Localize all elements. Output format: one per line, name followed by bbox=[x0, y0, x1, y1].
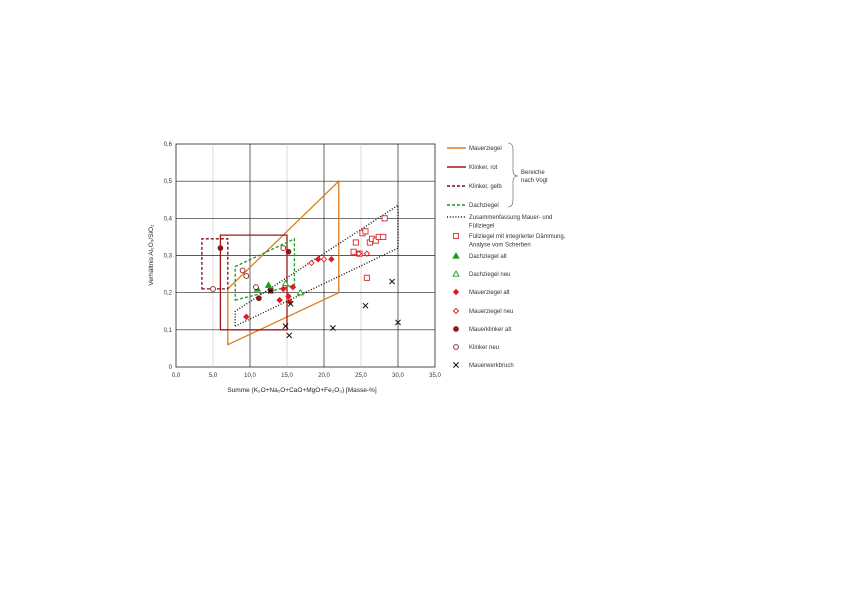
legend-marker-mauerziegel-neu bbox=[452, 307, 460, 315]
data-point-mauerwerkbruch bbox=[389, 278, 396, 285]
legend-label-mauerziegel: Mauerziegel bbox=[469, 146, 502, 152]
legend-label-mauerklinker-alt: Mauerklinker alt bbox=[469, 327, 512, 333]
legend-brace-label: Bereiche nach Vogt bbox=[521, 170, 548, 184]
data-point-f-llziegel-mit-integrierter-d-mmung-analyse-vom-scherben bbox=[380, 233, 387, 240]
data-point-mauerklinker-alt bbox=[217, 245, 224, 251]
data-point-mauerwerkbruch bbox=[395, 319, 401, 326]
legend-marker-mauerziegel-alt bbox=[452, 288, 460, 296]
x-axis-title: Summe (K₂O+Na₂O+CaO+MgO+Fe₂O₃) [Masse-%] bbox=[227, 387, 376, 394]
data-point-klinker-neu bbox=[210, 286, 216, 292]
y-axis-title: Verhältnis Al₂O₃/SiO₂ bbox=[148, 224, 155, 286]
y-tick-label: 0,3 bbox=[164, 254, 173, 260]
data-points bbox=[210, 215, 401, 339]
region-klinker-gelb bbox=[201, 238, 229, 290]
data-point-klinker-neu bbox=[280, 245, 287, 251]
data-point-f-llziegel-mit-integrierter-d-mmung-analyse-vom-scherben bbox=[350, 248, 357, 255]
x-tick-label: 20,0 bbox=[318, 373, 330, 379]
y-tick-label: 0 bbox=[169, 365, 173, 371]
data-point-dachziegel-neu bbox=[296, 288, 304, 296]
legend-label-klinker-gelb: Klinker, gelb bbox=[469, 184, 502, 190]
data-point-klinker-neu bbox=[253, 284, 259, 290]
data-point-mauerklinker-alt bbox=[285, 248, 292, 255]
data-point-mauerziegel-alt bbox=[280, 285, 287, 293]
legend-label-dachziegel-neu: Dachziegel neu bbox=[469, 272, 510, 278]
data-point-mauerziegel-neu bbox=[355, 250, 363, 257]
data-point-mauerklinker-alt bbox=[256, 295, 262, 302]
x-tick-label: 30,0 bbox=[392, 373, 404, 379]
legend-label-zusammenfassung-mauer-und-f-llziegel: Zusammenfassung Mauer- und Füllziegel bbox=[469, 215, 552, 230]
region-mauerziegel bbox=[227, 179, 340, 346]
x-tick-label: 25,0 bbox=[355, 373, 367, 379]
legend: Bereiche nach Vogt Mauerziegel Klinker, r… bbox=[447, 142, 566, 369]
legend-marker-klinker-neu bbox=[453, 344, 459, 350]
data-point-f-llziegel-mit-integrierter-d-mmung-analyse-vom-scherben bbox=[363, 274, 370, 281]
y-tick-label: 0,4 bbox=[164, 216, 173, 222]
legend-marker-mauerwerkbruch bbox=[453, 362, 459, 368]
x-tick-label: 15,0 bbox=[281, 373, 293, 379]
data-point-mauerziegel-alt bbox=[276, 296, 283, 304]
x-tick-label: 5,0 bbox=[209, 373, 218, 379]
grid bbox=[175, 143, 436, 368]
data-point-mauerziegel-alt bbox=[314, 255, 322, 263]
x-tick-label: 10,0 bbox=[244, 373, 256, 379]
x-tick-label: 0,0 bbox=[172, 373, 181, 379]
data-point-dachziegel-alt bbox=[264, 281, 273, 288]
y-tick-label: 0,5 bbox=[164, 179, 173, 185]
legend-label-f-llziegel-mit-integrierter-d-mmung-analyse-vom-scherben: Füllziegel mit integrierter Dämmung, Anal… bbox=[469, 234, 566, 249]
data-point-mauerziegel-neu bbox=[363, 250, 371, 257]
data-point-mauerwerkbruch bbox=[329, 325, 336, 331]
legend-label-mauerziegel-neu: Mauerziegel neu bbox=[469, 309, 513, 315]
data-point-mauerziegel-neu bbox=[320, 255, 328, 263]
data-point-mauerziegel-alt bbox=[328, 255, 335, 263]
data-point-mauerziegel-alt bbox=[285, 293, 292, 300]
legend-label-klinker-neu: Klinker neu bbox=[469, 345, 499, 351]
legend-brace bbox=[507, 142, 519, 208]
data-point-mauerwerkbruch bbox=[282, 323, 289, 330]
data-point-mauerwerkbruch bbox=[267, 287, 274, 294]
data-point-dachziegel-neu bbox=[281, 279, 290, 287]
data-point-f-llziegel-mit-integrierter-d-mmung-analyse-vom-scherben bbox=[362, 228, 369, 235]
legend-marker-dachziegel-alt bbox=[452, 252, 460, 259]
legend-brace-label-line1: Bereiche bbox=[521, 170, 545, 176]
legend-marker-f-llziegel-mit-integrierter-d-mmung-analyse-vom-scherben bbox=[452, 232, 460, 240]
legend-marker-mauerklinker-alt bbox=[453, 326, 459, 332]
data-point-mauerwerkbruch bbox=[287, 300, 294, 307]
y-tick-label: 0,2 bbox=[164, 291, 173, 297]
region-dachziegel bbox=[234, 237, 296, 301]
legend-label-mauerziegel-alt: Mauerziegel alt bbox=[469, 290, 510, 296]
regions bbox=[201, 179, 399, 346]
axis-ticks: 0,0 5,0 10,0 15,0 20,0 25,0 30,0 35,0 0 0,1 0,2 0,3… bbox=[164, 142, 442, 379]
data-point-mauerziegel-neu bbox=[308, 259, 315, 267]
legend-label-klinker-rot: Klinker, rot bbox=[469, 165, 498, 171]
data-point-mauerwerkbruch bbox=[286, 332, 293, 339]
y-tick-label: 0,6 bbox=[164, 142, 173, 148]
data-point-klinker-neu bbox=[243, 273, 250, 279]
data-point-mauerziegel-alt bbox=[243, 313, 250, 321]
legend-label-mauerwerkbruch: Mauerwerkbruch bbox=[469, 363, 514, 369]
data-point-klinker-neu bbox=[239, 267, 246, 274]
legend-marker-dachziegel-neu bbox=[452, 270, 460, 277]
legend-label-dachziegel-alt: Dachziegel alt bbox=[469, 254, 507, 260]
y-tick-label: 0,1 bbox=[164, 328, 173, 334]
x-tick-label: 35,0 bbox=[429, 373, 441, 379]
data-point-mauerwerkbruch bbox=[362, 302, 369, 309]
data-point-f-llziegel-mit-integrierter-d-mmung-analyse-vom-scherben bbox=[352, 239, 359, 246]
data-point-mauerziegel-alt bbox=[289, 283, 297, 291]
legend-label-dachziegel: Dachziegel bbox=[469, 203, 499, 209]
data-point-f-llziegel-mit-integrierter-d-mmung-analyse-vom-scherben bbox=[381, 215, 388, 222]
region-klinker-rot bbox=[219, 234, 288, 331]
legend-brace-label-line2: nach Vogt bbox=[521, 178, 548, 184]
